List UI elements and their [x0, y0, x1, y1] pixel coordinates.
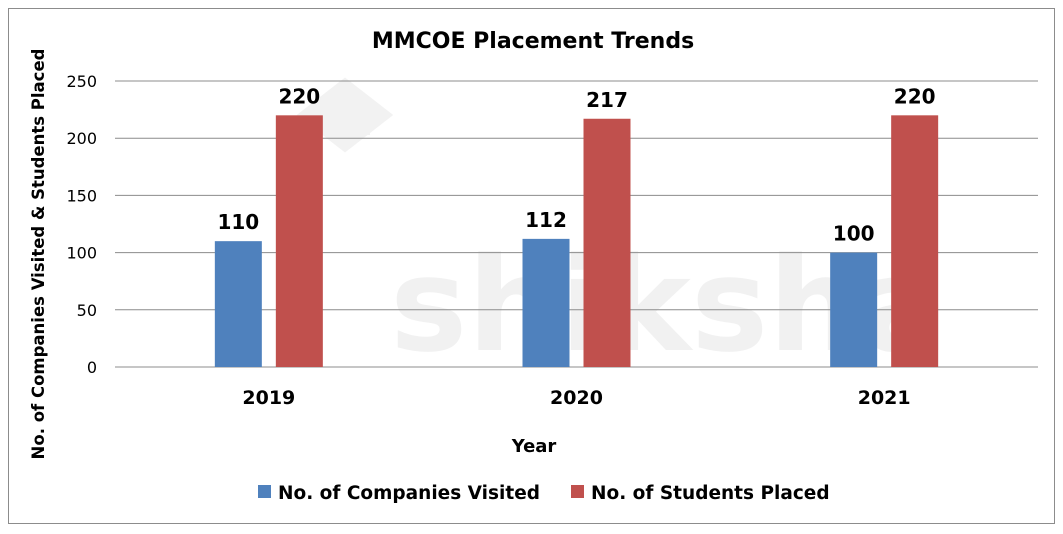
x-tick-label: 2020 — [550, 387, 603, 409]
x-tick-label: 2019 — [242, 387, 295, 409]
bar-data-label: 112 — [525, 208, 567, 232]
bar — [583, 118, 631, 367]
y-tick-label: 100 — [66, 244, 97, 263]
bar-data-label: 110 — [217, 210, 259, 234]
x-axis-label: Year — [511, 436, 557, 457]
x-axis-ticks: 2019 2020 2021 — [242, 387, 910, 409]
legend-label: No. of Companies Visited — [278, 483, 540, 504]
y-tick-label: 150 — [66, 186, 97, 205]
bar-data-labels: 110 220 112 217 100 220 — [217, 84, 935, 245]
y-tick-label: 0 — [87, 358, 97, 377]
bar-data-label: 220 — [278, 84, 320, 108]
chart-title: MMCOE Placement Trends — [372, 29, 694, 54]
bar — [522, 238, 570, 367]
y-tick-label: 250 — [66, 72, 97, 91]
bar — [214, 241, 262, 367]
gridlines — [115, 80, 1038, 368]
y-axis-label: No. of Companies Visited & Students Plac… — [29, 49, 48, 460]
bar-data-label: 220 — [894, 84, 936, 108]
bar — [891, 115, 939, 367]
legend: No. of Companies Visited No. of Students … — [258, 483, 830, 504]
legend-label: No. of Students Placed — [591, 483, 830, 504]
bars — [214, 115, 939, 367]
y-axis-ticks: 0 50 100 150 200 250 — [66, 72, 97, 377]
bar — [275, 115, 323, 367]
legend-swatch — [571, 485, 584, 498]
y-tick-label: 50 — [77, 301, 97, 320]
bar-data-label: 217 — [586, 88, 628, 112]
legend-swatch — [258, 485, 271, 498]
bar-data-label: 100 — [833, 222, 875, 246]
y-tick-label: 200 — [66, 129, 97, 148]
bar — [830, 252, 878, 367]
x-tick-label: 2021 — [858, 387, 911, 409]
